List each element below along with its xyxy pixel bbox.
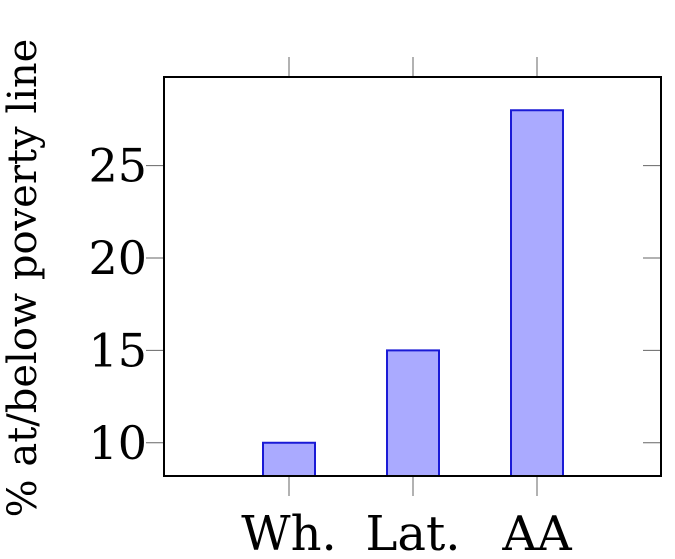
bar-1 [386, 349, 440, 477]
axis-ticks [146, 57, 661, 496]
y-tick-label-2: 20 [88, 231, 147, 285]
y-axis-label: % at/below poverty line [0, 39, 46, 518]
bar-0 [262, 441, 316, 477]
tick-labels: Wh. Lat. AA 10 15 20 25 [88, 139, 573, 559]
bars [262, 109, 564, 477]
y-tick-label-0: 10 [88, 416, 147, 470]
bar-2 [510, 109, 564, 477]
x-tick-label-1: Lat. [365, 506, 460, 559]
y-tick-label-1: 15 [88, 323, 147, 377]
y-tick-label-3: 25 [88, 139, 147, 193]
x-tick-label-2: AA [501, 506, 573, 559]
plot-frame [163, 76, 662, 477]
x-tick-label-0: Wh. [241, 506, 337, 559]
